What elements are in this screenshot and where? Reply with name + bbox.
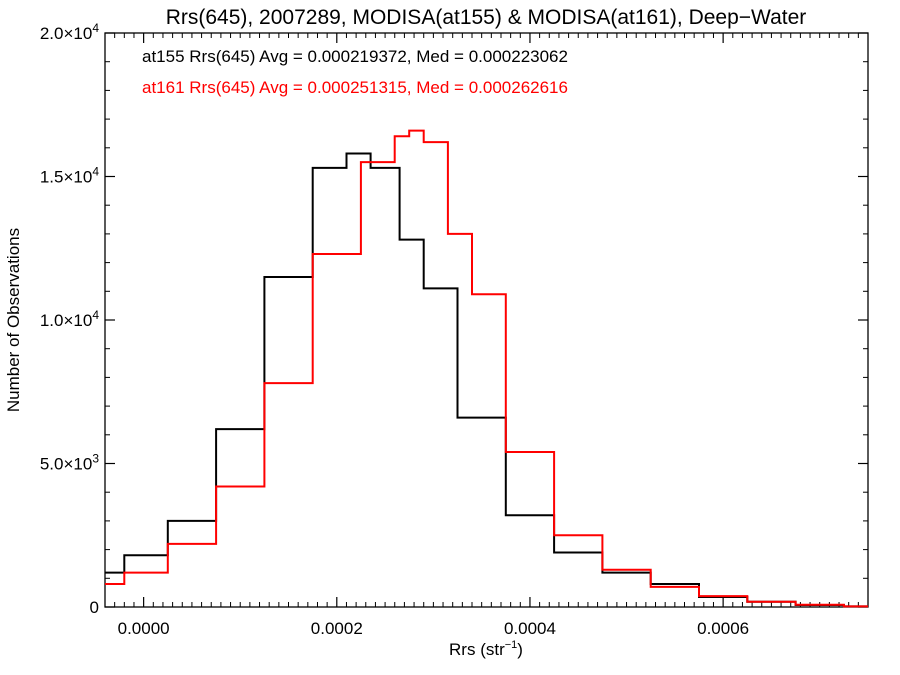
stats-annotation-1: at161 Rrs(645) Avg = 0.000251315, Med = … — [142, 78, 568, 97]
annotation-layer: at155 Rrs(645) Avg = 0.000219372, Med = … — [142, 47, 568, 97]
x-axis-label-exponent: −1 — [505, 639, 518, 651]
y-axis-label: Number of Observations — [4, 228, 23, 412]
y-tick-label-base: 5.0×10 — [40, 455, 92, 474]
y-tick-label-exponent: 4 — [92, 308, 99, 322]
y-tick-label-base: 2.0×10 — [40, 24, 92, 43]
y-tick-label: 2.0×104 — [40, 21, 99, 43]
x-tick-label: 0.0004 — [504, 619, 556, 638]
stats-annotation-0: at155 Rrs(645) Avg = 0.000219372, Med = … — [142, 47, 568, 66]
x-axis-label-close: ) — [517, 640, 523, 659]
y-tick-label-exponent: 3 — [92, 452, 99, 466]
series-line-0 — [105, 152, 868, 608]
x-tick-label: 0.0006 — [697, 619, 749, 638]
y-tick-label: 1.5×104 — [40, 165, 99, 187]
y-tick-label: 1.0×104 — [40, 308, 99, 330]
chart-title: Rrs(645), 2007289, MODISA(at155) & MODIS… — [166, 6, 807, 29]
x-axis-label-text: Rrs (str — [449, 640, 505, 659]
x-tick-label: 0.0000 — [118, 619, 170, 638]
plot-frame — [104, 32, 869, 608]
x-tick-label: 0.0002 — [311, 619, 363, 638]
x-axis: 0.0000 0.0002 0.0004 0.0006 — [104, 33, 869, 638]
y-tick-label-exponent: 4 — [92, 21, 99, 35]
y-tick-label: 0 — [90, 598, 99, 617]
y-tick-label-base: 1.5×10 — [40, 168, 92, 187]
y-tick-label-base: 0 — [90, 598, 99, 617]
series-line-1 — [105, 129, 868, 608]
y-tick-label-base: 1.0×10 — [40, 311, 92, 330]
y-tick-label: 5.0×103 — [40, 452, 99, 474]
series-layer — [105, 129, 868, 608]
y-tick-label-exponent: 4 — [92, 165, 99, 179]
x-axis-label: Rrs (str−1) — [449, 639, 523, 659]
